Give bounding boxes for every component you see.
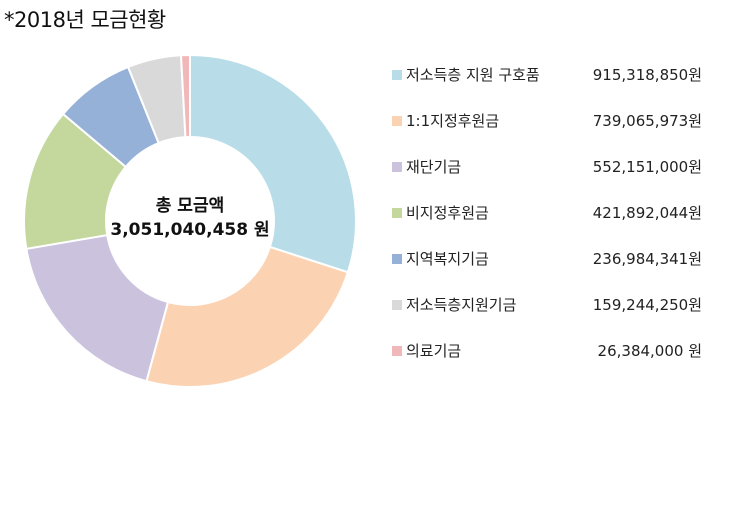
legend-value: 159,244,250원 [592, 296, 702, 314]
pie-slice [189, 53, 357, 274]
legend-value: 421,892,044원 [592, 204, 702, 222]
legend-label: 지역복지기금 [406, 250, 489, 268]
pie-slice [145, 245, 350, 388]
legend-swatch [392, 116, 402, 126]
legend-swatch [392, 300, 402, 310]
legend-item: 저소득층 지원 구호품 915,318,850원 [392, 64, 702, 86]
total-title: 총 모금액 [155, 196, 225, 216]
legend-value: 236,984,341원 [592, 250, 702, 268]
legend-value: 552,151,000원 [592, 158, 702, 176]
donut-chart [23, 53, 357, 388]
legend-label: 재단기금 [406, 158, 462, 176]
legend-label: 의료기금 [406, 342, 462, 360]
legend-item: 저소득층지원기금 159,244,250원 [392, 294, 702, 316]
legend-item: 재단기금 552,151,000원 [392, 156, 702, 178]
legend-value: 915,318,850원 [592, 66, 702, 84]
legend-item: 의료기금 26,384,000 원 [392, 340, 702, 362]
legend-swatch [392, 208, 402, 218]
legend-item: 지역복지기금 236,984,341원 [392, 248, 702, 270]
legend-label: 저소득층지원기금 [406, 296, 517, 314]
legend-item: 1:1지정후원금 739,065,973원 [392, 110, 702, 132]
pie-slice [25, 233, 170, 383]
pie-slice [179, 53, 191, 139]
legend-swatch [392, 70, 402, 80]
legend-swatch [392, 346, 402, 356]
legend-label: 비지정후원금 [406, 204, 489, 222]
total-amount-label: 총 모금액 3,051,040,458 원 [90, 194, 290, 242]
legend-label: 1:1지정후원금 [406, 112, 500, 130]
legend-value: 26,384,000 원 [597, 342, 702, 360]
page-title: *2018년 모금현황 [4, 8, 166, 32]
legend: 저소득층 지원 구호품 915,318,850원 1:1지정후원금 739,06… [392, 64, 702, 386]
legend-item: 비지정후원금 421,892,044원 [392, 202, 702, 224]
legend-swatch [392, 254, 402, 264]
legend-value: 739,065,973원 [592, 112, 702, 130]
legend-swatch [392, 162, 402, 172]
legend-label: 저소득층 지원 구호품 [406, 66, 540, 84]
total-value: 3,051,040,458 원 [110, 220, 270, 240]
